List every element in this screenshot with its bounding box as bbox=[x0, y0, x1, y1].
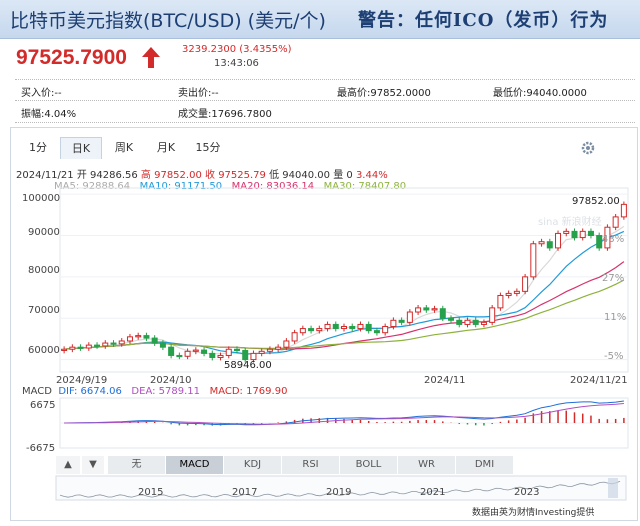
price-change: 3239.2300 (3.4355%) bbox=[182, 44, 292, 55]
warning-banner: 警告：任何ICO（发币）行为 bbox=[358, 10, 609, 31]
macd-legend: MACD DIF: 6674.06 DEA: 5789.11 MACD: 176… bbox=[22, 386, 287, 397]
bid-price: 买入价:-- bbox=[21, 88, 62, 99]
macd-dea: DEA: 5789.11 bbox=[131, 386, 201, 397]
indicator-none[interactable]: 无 bbox=[108, 456, 166, 474]
macd-title: MACD bbox=[22, 386, 52, 397]
title-bar: 比特币美元指数(BTC/USD) (美元/个) 警告：任何ICO（发币）行为 bbox=[0, 0, 640, 39]
ma5-value: MA5: 92888.64 bbox=[54, 181, 131, 192]
ohlc-date: 2024/11/21 bbox=[16, 170, 74, 181]
tab-daily[interactable]: 日K bbox=[60, 137, 102, 159]
indicator-rsi[interactable]: RSI bbox=[282, 456, 340, 474]
up-arrow-icon bbox=[142, 47, 160, 68]
tab-monthly[interactable]: 月K bbox=[156, 141, 176, 154]
range-year-2021: 2021 bbox=[420, 487, 446, 498]
y-tick-70000: 70000 bbox=[28, 305, 60, 316]
ma30-value: MA30: 78407.80 bbox=[323, 181, 407, 192]
volume: 成交量:17696.7800 bbox=[178, 109, 272, 120]
scroll-right-button[interactable]: ▼ bbox=[82, 456, 105, 474]
pct-label-27: 27% bbox=[602, 273, 625, 284]
range-year-2017: 2017 bbox=[232, 487, 258, 498]
ma-readout: MA5: 92888.64 MA10: 91171.50 MA20: 83036… bbox=[54, 181, 406, 192]
ma10-value: MA10: 91171.50 bbox=[139, 181, 223, 192]
macd-dif: DIF: 6674.06 bbox=[58, 386, 122, 397]
max-price-label: 97852.00 bbox=[572, 196, 620, 207]
ohlc-close: 收 97525.79 bbox=[205, 170, 266, 181]
range-year-2023: 2023 bbox=[514, 487, 540, 498]
y-tick-100000: 100000 bbox=[22, 193, 61, 204]
range-year-2019: 2019 bbox=[326, 487, 352, 498]
macd-tick-bottom: -6675 bbox=[26, 443, 56, 454]
min-price-label: 58946.00 bbox=[224, 360, 272, 371]
gear-icon[interactable] bbox=[580, 140, 596, 156]
indicator-kdj[interactable]: KDJ bbox=[224, 456, 282, 474]
macd-tick-top: 6675 bbox=[30, 400, 56, 411]
y-tick-60000: 60000 bbox=[28, 345, 60, 356]
ma20-value: MA20: 83036.14 bbox=[231, 181, 315, 192]
indicator-boll[interactable]: BOLL bbox=[340, 456, 398, 474]
date-label-nov: 2024/11 bbox=[424, 375, 466, 386]
scroll-left-button[interactable]: ▲ bbox=[56, 456, 81, 474]
amplitude: 振幅:4.04% bbox=[21, 109, 77, 120]
data-source-footer: 数据由英为财情Investing提供 bbox=[472, 508, 595, 518]
indicator-wr[interactable]: WR bbox=[398, 456, 456, 474]
info-row-2: 振幅:4.04% 成交量:17696.7800 bbox=[15, 100, 635, 123]
ask-price: 卖出价:-- bbox=[178, 88, 219, 99]
pct-label-11: 11% bbox=[604, 312, 627, 323]
indicator-dmi[interactable]: DMI bbox=[456, 456, 514, 474]
ohlc-readout: 2024/11/21 开 94286.56 高 97852.00 收 97525… bbox=[16, 166, 388, 181]
indicator-macd[interactable]: MACD bbox=[166, 456, 224, 474]
range-year-2015: 2015 bbox=[138, 487, 164, 498]
date-label-start: 2024/9/19 bbox=[56, 375, 108, 386]
ohlc-open: 开 94286.56 bbox=[76, 170, 138, 181]
current-price: 97525.7900 bbox=[16, 46, 127, 69]
y-tick-90000: 90000 bbox=[28, 227, 60, 238]
pct-label-43: 43% bbox=[602, 234, 625, 245]
tab-15min[interactable]: 15分 bbox=[195, 141, 221, 154]
ohlc-pct: 3.44% bbox=[355, 170, 388, 181]
pct-label-m5: -5% bbox=[604, 351, 624, 362]
ohlc-vol: 量 0 bbox=[333, 170, 353, 181]
macd-value: MACD: 1769.90 bbox=[209, 386, 288, 397]
date-label-end: 2024/11/21 bbox=[570, 375, 628, 386]
y-tick-80000: 80000 bbox=[28, 265, 60, 276]
date-label-oct: 2024/10 bbox=[150, 375, 192, 386]
info-row-1: 买入价:-- 卖出价:-- 最高价:97852.0000 最低价:94040.0… bbox=[15, 79, 635, 101]
low-price: 最低价:94040.0000 bbox=[493, 88, 587, 99]
tab-weekly[interactable]: 周K bbox=[114, 141, 134, 154]
ohlc-high: 高 97852.00 bbox=[140, 170, 202, 181]
tab-1min[interactable]: 1分 bbox=[29, 141, 47, 154]
quote-time: 13:43:06 bbox=[214, 58, 259, 69]
ohlc-low: 低 94040.00 bbox=[269, 170, 331, 181]
page-title: 比特币美元指数(BTC/USD) (美元/个) bbox=[10, 10, 326, 32]
high-price: 最高价:97852.0000 bbox=[337, 88, 431, 99]
